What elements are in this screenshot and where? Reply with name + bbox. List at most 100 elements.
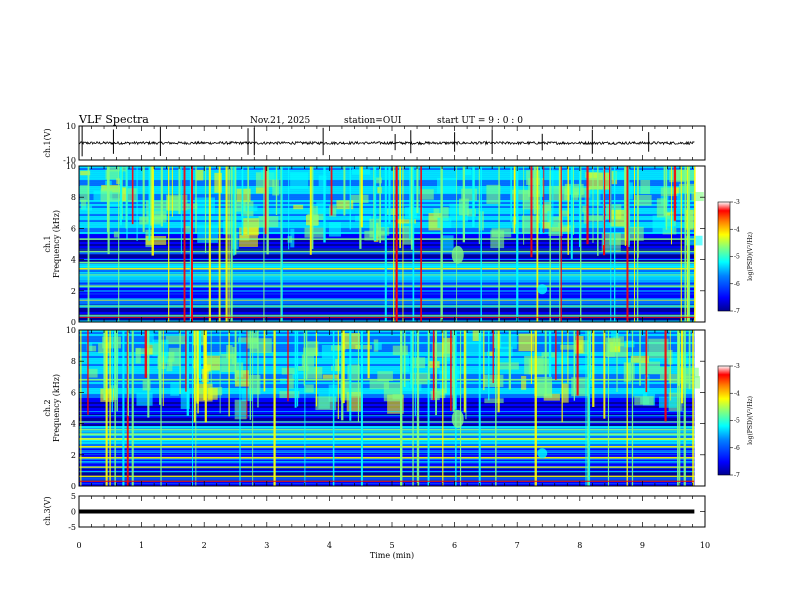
spectrogram-blob: [443, 207, 449, 222]
sferic-line: [534, 330, 537, 486]
sferic-line: [114, 330, 116, 486]
spectrogram-blob: [487, 351, 494, 356]
spectrogram-blob: [340, 381, 352, 401]
sferic-line: [204, 166, 207, 253]
spectrogram-blob: [446, 355, 452, 362]
ch1-waveform-panel: 10 -10: [63, 122, 706, 165]
spectrogram-row: [79, 350, 695, 353]
spectrogram-blob: [496, 335, 517, 350]
sferic-line: [87, 166, 90, 322]
frequency-line: [79, 460, 695, 462]
sferic-line: [459, 330, 462, 486]
sferic-line: [150, 166, 153, 226]
sferic-line: [410, 166, 413, 214]
spectrogram-blob: [441, 235, 454, 254]
sferic-line: [548, 330, 552, 377]
sferic-line: [483, 330, 485, 391]
spectrogram-blob: [374, 177, 382, 184]
sferic-line: [349, 330, 352, 421]
spectrogram-blob: [290, 228, 295, 248]
spectrogram-blob: [374, 343, 382, 350]
ch3-waveform-panel: 5 0 -5: [68, 492, 706, 532]
sferic-line: [294, 330, 297, 408]
spectrogram-blob: [409, 372, 431, 385]
spectrogram-row: [79, 336, 695, 339]
spectrogram-blob: [676, 192, 684, 209]
spectrogram-blob: [101, 184, 121, 193]
frequency-line: [79, 483, 695, 485]
sferic-line: [409, 166, 411, 240]
sferic-line: [410, 330, 413, 389]
sferic-line: [252, 330, 254, 486]
spectrogram-blob: [548, 355, 568, 365]
sferic-line: [403, 330, 406, 388]
sferic-line: [455, 330, 457, 486]
spectrogram-blob: [355, 345, 373, 350]
spectrogram-row: [79, 356, 695, 359]
frequency-line: [79, 415, 695, 417]
sferic-line: [337, 330, 339, 419]
spectrogram-blob: [168, 347, 181, 367]
sferic-line: [478, 330, 481, 486]
sferic-line: [178, 166, 181, 215]
sferic-line: [193, 330, 196, 423]
spectrogram-blob: [582, 205, 589, 213]
spectrogram-row: [79, 360, 695, 363]
spectrogram-blob: [349, 382, 362, 397]
frequency-line: [79, 437, 695, 438]
spectrogram-row: [79, 468, 695, 471]
spectrogram-blob: [167, 196, 181, 211]
sferic-line: [239, 330, 241, 486]
sferic-line: [492, 330, 494, 384]
spectrogram-blob: [293, 204, 304, 210]
sferic-line: [530, 330, 532, 384]
spectrogram-blob: [656, 198, 666, 218]
y-tick-label: 2: [71, 451, 76, 460]
spectrogram-blob: [587, 172, 610, 190]
sferic-line: [359, 166, 362, 249]
spectrogram-row: [79, 364, 695, 367]
spectrogram-blob: [562, 383, 569, 403]
sferic-line: [281, 166, 283, 322]
sferic-line: [624, 166, 627, 228]
sferic-line: [323, 166, 326, 243]
spectrogram-row: [79, 402, 695, 405]
sferic-line: [673, 166, 677, 221]
sferic-line: [513, 166, 516, 225]
spectrogram-blob: [377, 227, 390, 236]
frequency-line: [79, 440, 695, 442]
sferic-line: [247, 166, 249, 235]
ch2-spectrogram-panel: 10 8 6 4 2 0: [66, 326, 706, 491]
spectrogram-row: [79, 342, 695, 345]
spectrogram-blob: [301, 354, 315, 367]
sferic-line: [572, 166, 574, 235]
spectrogram-blob: [208, 387, 218, 400]
x-tick-label: 6: [452, 541, 457, 550]
spectrogram-blob: [633, 387, 648, 397]
frequency-line: [79, 432, 695, 434]
sferic-line: [533, 166, 536, 215]
sferic-line: [249, 330, 251, 420]
spectrogram-blob: [87, 368, 98, 378]
colorbar-tick-label: -5: [734, 254, 740, 261]
spectrogram-blob: [518, 333, 535, 352]
start-time-label: start UT = 9 : 0 : 0: [437, 116, 523, 126]
spectrogram-blob: [377, 371, 393, 382]
sferic-line: [395, 166, 398, 322]
spectrogram-blob: [355, 215, 372, 222]
spectrogram-blob: [496, 346, 513, 357]
spectrogram-row: [79, 408, 695, 411]
spectrogram-row: [79, 334, 695, 337]
spectrogram-blob: [335, 359, 340, 372]
sferic-line: [567, 166, 569, 255]
spectrogram-blob: [145, 235, 167, 245]
sferic-line: [230, 166, 233, 322]
x-tick-label: 5: [389, 541, 394, 550]
sferic-line: [208, 166, 211, 322]
figure-title: VLF Spectra: [78, 113, 149, 126]
frequency-line: [79, 476, 695, 478]
spectrogram-blob: [543, 201, 552, 214]
spectrogram-blob: [106, 198, 122, 207]
frequency-band: [79, 446, 695, 448]
sferic-line: [402, 166, 404, 322]
